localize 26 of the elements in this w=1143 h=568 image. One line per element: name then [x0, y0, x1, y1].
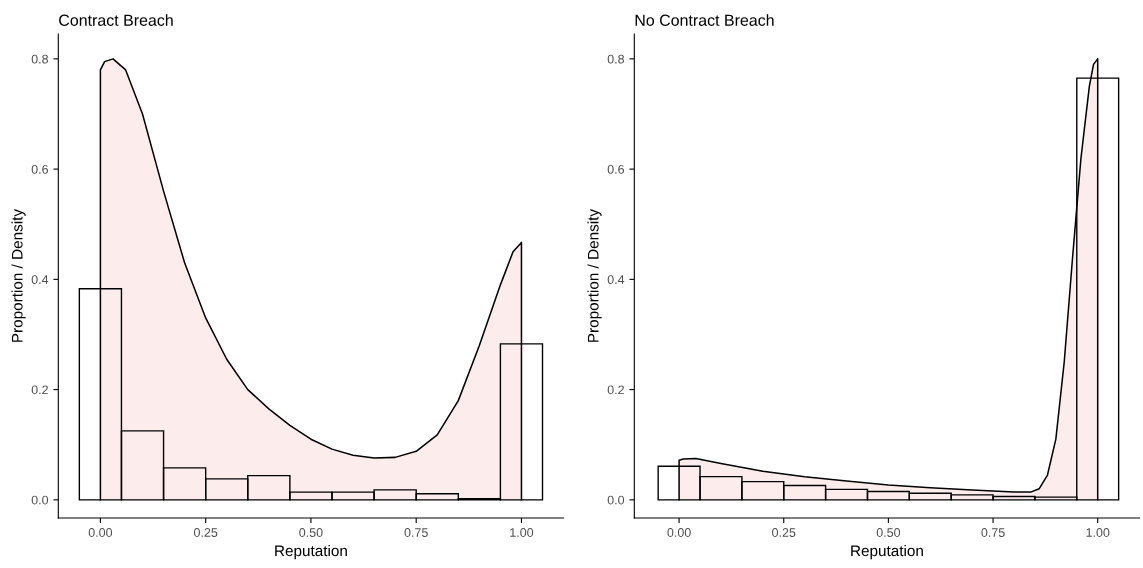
- y-axis-title: Proportion / Density: [11, 208, 26, 342]
- x-tick-label: 0.50: [876, 528, 901, 537]
- x-tick-label: 0.25: [193, 528, 218, 537]
- y-axis-title: Proportion / Density: [587, 208, 602, 342]
- y-tick-label: 0.0: [31, 495, 49, 505]
- chart-title: No Contract Breach: [635, 14, 774, 26]
- x-axis-title: Reputation: [275, 544, 347, 560]
- y-tick-label: 0.8: [31, 54, 49, 64]
- x-tick-label: 0.25: [772, 528, 796, 537]
- x-tick-label: 0.50: [299, 528, 323, 537]
- x-tick-label: 0.00: [88, 528, 113, 537]
- chart-title: Contract Breach: [59, 14, 173, 26]
- y-tick-label: 0.0: [607, 495, 625, 505]
- x-tick-label: 0.00: [667, 528, 691, 537]
- y-tick-label: 0.4: [607, 275, 625, 285]
- y-tick-label: 0.6: [607, 164, 625, 174]
- y-tick-label: 0.2: [31, 385, 48, 395]
- y-tick-label: 0.4: [31, 275, 49, 285]
- y-tick-label: 0.2: [607, 385, 624, 395]
- y-tick-label: 0.6: [31, 164, 49, 174]
- y-tick-label: 0.8: [607, 54, 625, 64]
- x-axis-title: Reputation: [851, 544, 923, 560]
- x-tick-label: 1.00: [510, 528, 534, 537]
- x-tick-label: 0.75: [404, 528, 428, 537]
- x-tick-label: 1.00: [1086, 528, 1110, 537]
- x-tick-label: 0.75: [981, 528, 1005, 537]
